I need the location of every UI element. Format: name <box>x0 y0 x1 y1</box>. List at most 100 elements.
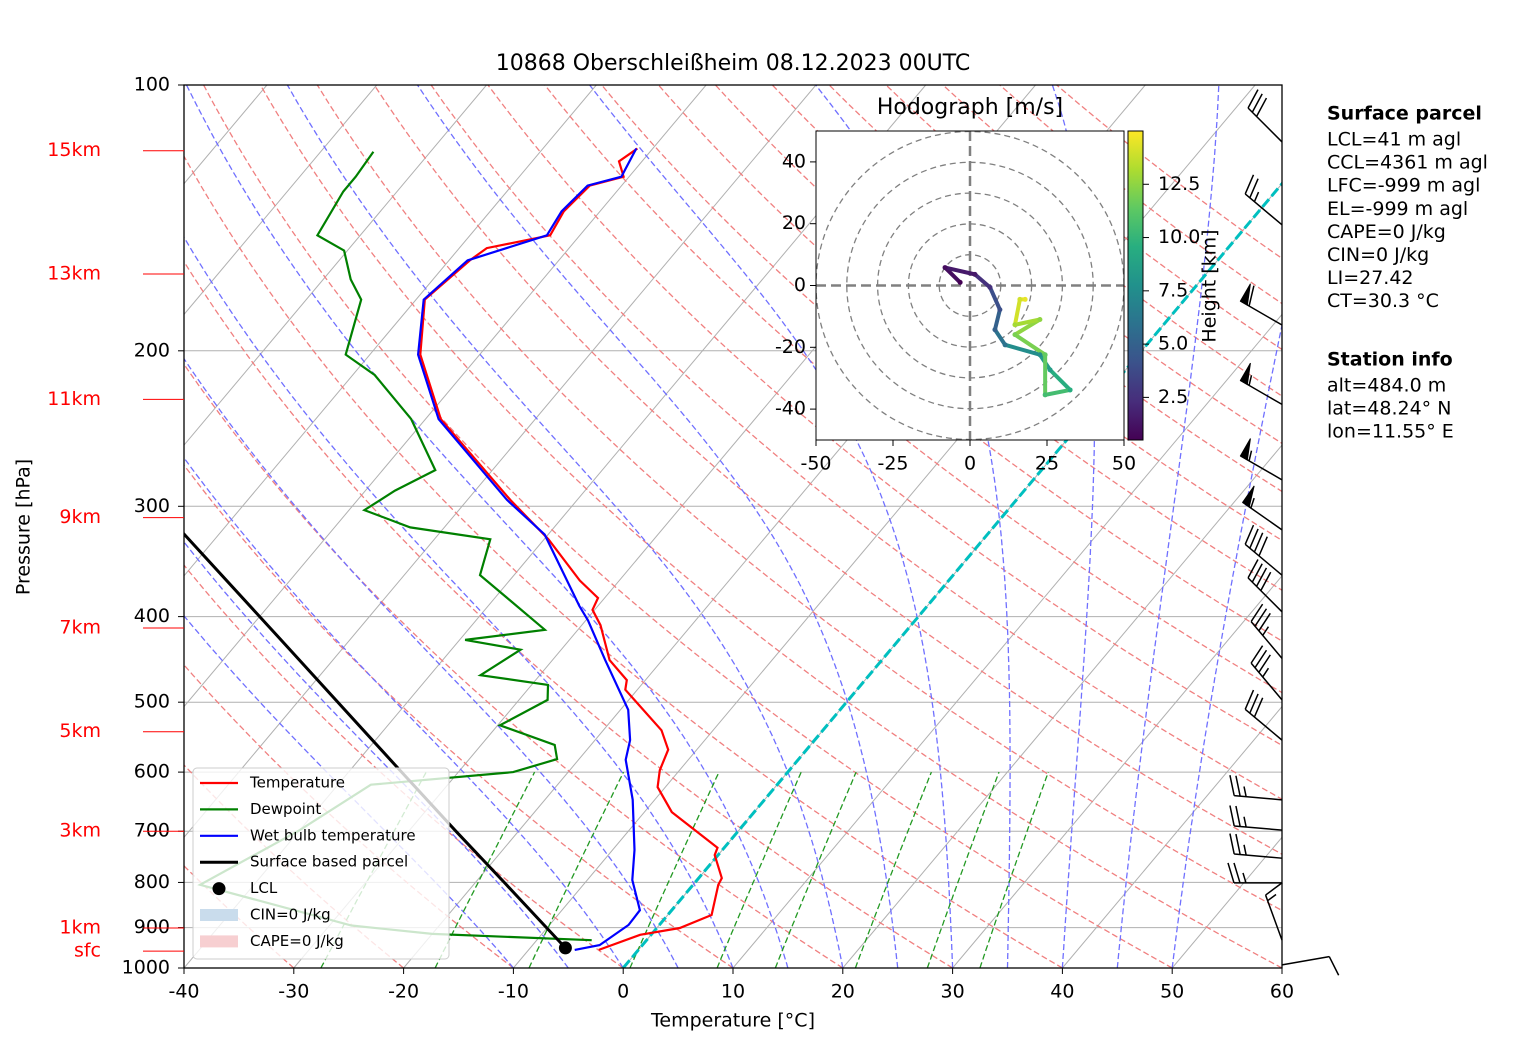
height-label: 15km <box>47 139 101 161</box>
y-tick-label: 500 <box>134 691 170 713</box>
x-axis-label: Temperature [°C] <box>650 1010 815 1032</box>
wind-barb-staff <box>1250 603 1283 659</box>
hodograph-y-tick-label: 40 <box>782 150 806 172</box>
isotherm <box>184 85 597 577</box>
dry-adiabat <box>316 85 1282 912</box>
hodograph-segment <box>943 265 977 277</box>
wind-barb-staff <box>1229 833 1283 859</box>
wind-barb-staff <box>1244 689 1283 741</box>
x-tick-label: -40 <box>168 981 199 1003</box>
hodograph-y-tick-label: 20 <box>782 212 806 234</box>
hodograph-segment <box>988 285 1002 312</box>
wind-barb <box>1247 89 1283 143</box>
hodograph-y-tick-label: -40 <box>775 398 806 420</box>
mixing-ratio-line <box>926 771 1000 968</box>
wind-barb-staff <box>1229 805 1283 831</box>
wind-barb-pennant <box>1239 438 1251 461</box>
wind-barb <box>1250 645 1283 701</box>
hodograph-point <box>992 327 998 333</box>
wind-barb <box>1229 775 1283 801</box>
lcl-marker <box>558 941 572 955</box>
dry-adiabat <box>184 564 624 968</box>
hodograph-segment <box>1048 367 1073 392</box>
isotherm <box>184 85 487 446</box>
colorbar-tick-label: 10.0 <box>1158 226 1200 248</box>
wind-barb-staff <box>1281 955 1340 976</box>
isotherm <box>732 313 1282 968</box>
wind-barb-pennant <box>1241 485 1255 508</box>
hodograph-point <box>1017 296 1023 302</box>
colorbar-label: Height [km] <box>1199 229 1221 342</box>
height-label: 5km <box>59 720 101 742</box>
hodograph-point <box>1042 392 1048 398</box>
hodograph-segment <box>1012 297 1022 327</box>
info-title: Surface parcel <box>1327 103 1482 125</box>
wind-barb-staff <box>1250 645 1283 701</box>
hodograph-point <box>1042 352 1048 358</box>
legend-handle <box>200 935 238 948</box>
hodograph-y-tick-label: 0 <box>794 274 806 296</box>
colorbar-tick-label: 2.5 <box>1158 386 1188 408</box>
legend-handle <box>212 882 226 896</box>
hodograph-point <box>1012 322 1018 328</box>
y-tick-label: 800 <box>134 871 170 893</box>
moist-adiabat <box>184 236 734 968</box>
chart-title: 10868 Oberschleißheim 08.12.2023 00UTC <box>496 51 971 76</box>
x-tick-label: 60 <box>1270 981 1294 1003</box>
hodograph-x-tick-label: 25 <box>1035 453 1059 475</box>
y-tick-label: 300 <box>134 495 170 517</box>
hodograph-point <box>997 307 1003 313</box>
mixing-ratio-line <box>979 771 1049 968</box>
hodograph-point <box>972 271 978 277</box>
hodograph-point <box>1067 387 1073 393</box>
wind-barb <box>1227 862 1282 884</box>
freezing-isotherm <box>622 181 1282 968</box>
wind-barb <box>1247 559 1283 613</box>
colorbar-tick-label: 7.5 <box>1158 279 1188 301</box>
info-title: Station info <box>1327 348 1453 370</box>
hodograph-point <box>1012 332 1018 338</box>
dry-adiabat <box>203 85 1173 968</box>
moist-adiabat <box>1116 85 1220 968</box>
dry-adiabat <box>771 85 1282 493</box>
dry-adiabat <box>487 85 1282 747</box>
hodograph-x-tick-label: -50 <box>800 453 831 475</box>
hodograph-x-tick-label: 0 <box>964 453 976 475</box>
info-line: LFC=-999 m agl <box>1327 175 1480 197</box>
wind-barb-pennant <box>1239 362 1251 386</box>
wind-barb-staff <box>1244 524 1283 576</box>
height-label: 9km <box>59 506 101 528</box>
hodograph-point <box>1037 316 1043 322</box>
legend-handle <box>200 909 238 921</box>
wind-barb-staff <box>1247 559 1283 613</box>
dry-adiabat <box>373 85 1282 855</box>
x-tick-label: 30 <box>941 981 965 1003</box>
colorbar-tick-label: 5.0 <box>1158 333 1188 355</box>
x-tick-label: -20 <box>388 981 419 1003</box>
hodograph-point <box>987 284 993 290</box>
hodograph-point <box>1047 367 1053 373</box>
x-tick-label: 0 <box>617 981 629 1003</box>
y-axis-label: Pressure [hPa] <box>13 459 35 595</box>
wind-barb-staff <box>1227 862 1282 884</box>
hodograph-point <box>942 265 948 271</box>
hodograph-point <box>957 279 963 285</box>
height-label: 11km <box>47 388 101 410</box>
hodograph-point <box>1037 352 1043 358</box>
mixing-ratio-line <box>774 771 857 968</box>
y-tick-label: 100 <box>134 74 170 96</box>
legend-box <box>192 767 450 960</box>
x-tick-label: 50 <box>1160 981 1184 1003</box>
wind-barb-staff <box>1229 775 1283 801</box>
legend-label: Temperature <box>249 774 345 792</box>
x-tick-label: 20 <box>831 981 855 1003</box>
mixing-ratio-line <box>528 771 625 968</box>
wind-barb <box>1241 485 1283 531</box>
height-label: 1km <box>59 917 101 939</box>
info-line: CAPE=0 J/kg <box>1327 221 1446 243</box>
hodograph-title: Hodograph [m/s] <box>877 95 1063 120</box>
moist-adiabat <box>286 85 844 968</box>
wind-barb <box>1244 174 1283 226</box>
y-tick-label: 400 <box>134 605 170 627</box>
